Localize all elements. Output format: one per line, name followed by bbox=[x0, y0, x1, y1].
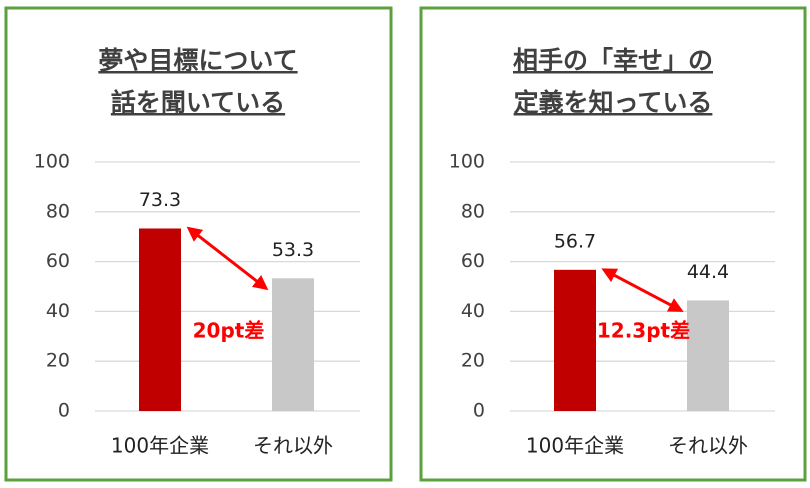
panel bbox=[4, 6, 393, 482]
annotation: 20pt差 bbox=[193, 319, 265, 343]
x-tick-label: 100年企業 bbox=[111, 434, 209, 458]
value-label: 73.3 bbox=[139, 189, 181, 211]
y-tick-label: 60 bbox=[46, 250, 70, 272]
bar bbox=[687, 300, 729, 411]
chart-title: 相手の「幸せ」の bbox=[513, 46, 713, 75]
y-tick-label: 100 bbox=[34, 151, 70, 173]
x-tick-label: それ以外 bbox=[253, 434, 333, 458]
y-tick-label: 0 bbox=[473, 400, 485, 422]
panel bbox=[419, 6, 807, 482]
y-tick-label: 0 bbox=[58, 400, 70, 422]
x-tick-label: 100年企業 bbox=[526, 434, 624, 458]
chart-title: 話を聞いている bbox=[111, 88, 285, 117]
chart-title: 夢や目標について bbox=[98, 46, 297, 75]
bar bbox=[272, 278, 314, 411]
difference-arrow bbox=[601, 268, 684, 312]
value-label: 56.7 bbox=[554, 230, 596, 252]
y-tick-label: 60 bbox=[461, 250, 485, 272]
y-tick-label: 80 bbox=[46, 200, 70, 222]
value-label: 44.4 bbox=[687, 261, 729, 283]
x-tick-label: それ以外 bbox=[668, 434, 748, 458]
y-tick-label: 20 bbox=[461, 350, 485, 372]
annotation: 12.3pt差 bbox=[597, 319, 690, 343]
bar bbox=[554, 269, 596, 411]
y-tick-label: 20 bbox=[46, 350, 70, 372]
chart-title: 定義を知っている bbox=[514, 88, 713, 117]
difference-arrow bbox=[186, 226, 269, 291]
y-tick-label: 40 bbox=[46, 300, 70, 322]
bar bbox=[139, 228, 181, 411]
y-tick-label: 40 bbox=[461, 300, 485, 322]
y-tick-label: 100 bbox=[449, 151, 485, 173]
y-tick-label: 80 bbox=[461, 200, 485, 222]
value-label: 53.3 bbox=[272, 239, 314, 261]
